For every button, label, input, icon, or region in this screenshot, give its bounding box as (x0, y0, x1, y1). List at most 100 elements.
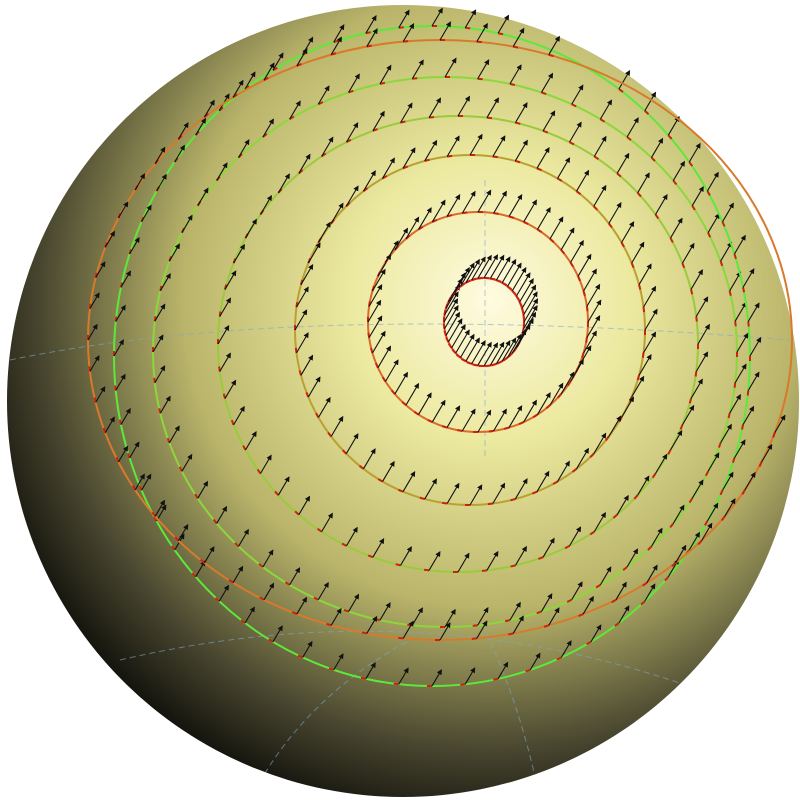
arrow (540, 593, 553, 612)
tangent-tick (671, 562, 677, 568)
tangent-tick (268, 638, 274, 643)
arrow (129, 236, 140, 255)
tangent-tick (758, 461, 763, 467)
arrow (262, 118, 274, 138)
arrow (405, 216, 420, 240)
tangent-tick (330, 52, 337, 56)
arrow (644, 308, 658, 331)
arrow (508, 405, 523, 428)
arrow (129, 441, 140, 459)
tangent-tick (485, 364, 491, 368)
arrow (245, 218, 257, 239)
tangent-tick (460, 683, 466, 686)
tangent-tick (593, 205, 598, 211)
arrow (536, 470, 550, 492)
arrow (95, 261, 106, 278)
arrow (691, 479, 704, 499)
tangent-tick (549, 238, 555, 243)
arrow (120, 407, 131, 425)
tangent-tick (326, 622, 332, 627)
arrow (651, 527, 663, 547)
arrow (512, 27, 525, 47)
arrow (300, 263, 314, 285)
tangent-tick (681, 262, 686, 269)
arrow (615, 581, 627, 601)
arrow (398, 9, 410, 29)
arrow (523, 399, 537, 423)
tangent-tick (327, 431, 332, 438)
tangent-tick (342, 449, 347, 455)
arrow (493, 190, 507, 214)
arrow (593, 511, 606, 532)
tangent-tick (577, 275, 582, 282)
arrow (690, 378, 703, 399)
arrow (593, 135, 607, 157)
tangent-tick (379, 81, 386, 85)
tangent-tick (497, 360, 503, 365)
arrow (540, 72, 554, 93)
arrow (443, 298, 459, 323)
tangent-tick (679, 424, 684, 430)
arrow (260, 195, 272, 215)
tangent-tick (274, 490, 280, 496)
arrow (141, 473, 152, 491)
arrow (477, 409, 492, 433)
tangent-tick (727, 412, 731, 419)
arrow (333, 653, 344, 671)
arrow (195, 117, 206, 136)
arrow (117, 201, 129, 219)
tangent-tick (566, 598, 573, 603)
tangent-tick (638, 284, 642, 290)
arrow (675, 544, 687, 564)
tangent-tick (313, 596, 319, 601)
arrow (691, 185, 704, 206)
arrow (536, 146, 550, 169)
arrow (569, 526, 582, 547)
tangent-tick (509, 82, 516, 86)
tangent-tick (560, 249, 566, 255)
tangent-tick (691, 205, 696, 211)
arrow (277, 476, 290, 496)
arrow (749, 336, 762, 357)
arrow (134, 473, 145, 491)
arrow (576, 447, 589, 470)
tangent-tick (472, 624, 478, 627)
tangent-tick (118, 419, 122, 425)
tangent-tick (718, 442, 722, 448)
tangent-tick (719, 260, 724, 267)
tangent-tick (688, 398, 692, 404)
tangent-tick (447, 343, 453, 349)
arrow (688, 142, 701, 163)
arrow (181, 453, 193, 472)
arrow (655, 193, 668, 215)
tangent-tick (460, 358, 467, 363)
tangent-tick (688, 497, 694, 504)
tangent-tick (256, 468, 262, 475)
tangent-tick (667, 449, 672, 455)
arrow (655, 453, 668, 474)
tangent-tick (721, 221, 726, 227)
arrow (451, 272, 466, 297)
arrow (219, 352, 231, 372)
tangent-tick (747, 321, 750, 327)
tangent-tick (578, 613, 584, 618)
arrow (583, 330, 597, 354)
tangent-tick (360, 676, 367, 680)
arrow (706, 171, 719, 192)
arrow (483, 254, 499, 279)
arrow (232, 79, 244, 98)
arrow (729, 394, 741, 414)
tangent-tick (258, 563, 264, 568)
arrow (509, 601, 521, 621)
arrow (471, 256, 486, 281)
tangent-tick (705, 470, 709, 477)
arrow (298, 153, 311, 174)
arrow (695, 296, 709, 317)
tangent-tick (690, 289, 694, 295)
arrow (405, 382, 420, 406)
tangent-tick (361, 631, 368, 635)
tangent-tick (401, 401, 407, 406)
arrow (483, 342, 498, 367)
tangent-tick (138, 485, 143, 491)
tangent-tick (341, 542, 347, 547)
